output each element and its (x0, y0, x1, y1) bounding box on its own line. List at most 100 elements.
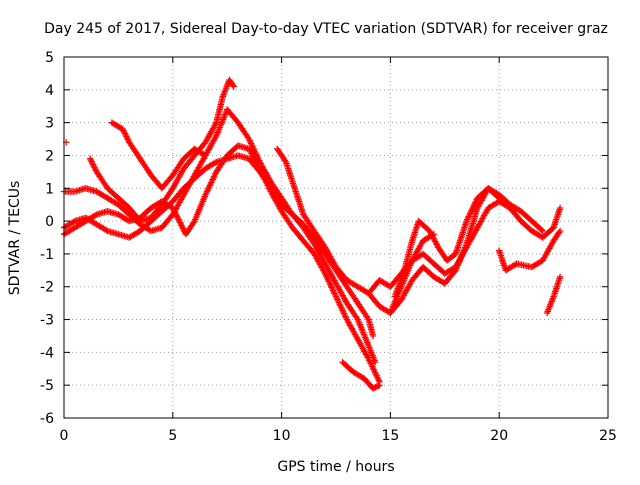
y-tick-label: 0 (45, 214, 54, 230)
data-point-marker (169, 204, 176, 212)
series-arc-5 (108, 119, 209, 192)
data-point-marker (468, 207, 475, 214)
data-point-marker (324, 276, 332, 283)
data-point-marker (257, 166, 264, 174)
data-point-marker (336, 301, 343, 308)
data-point-marker (247, 138, 254, 146)
data-point-marker (366, 358, 374, 366)
data-point-marker (87, 156, 95, 164)
data-point-marker (555, 229, 563, 236)
data-point-marker (250, 145, 257, 152)
data-point-marker (212, 134, 219, 141)
data-point-marker (258, 169, 266, 177)
data-point-marker (338, 305, 346, 313)
data-point-marker (206, 182, 213, 189)
data-points (60, 76, 564, 392)
data-point-marker (211, 171, 219, 179)
series-arc-11 (496, 227, 564, 274)
data-point-marker (200, 151, 208, 158)
data-point-marker (251, 148, 258, 155)
data-point-marker (265, 183, 272, 191)
data-point-marker (179, 225, 187, 232)
data-point-marker (365, 355, 372, 363)
data-point-marker (202, 152, 209, 159)
data-point-marker (556, 227, 564, 235)
data-point-marker (342, 313, 349, 320)
chart-title: Day 245 of 2017, Sidereal Day-to-day VTE… (44, 21, 608, 37)
data-point-marker (246, 137, 253, 144)
y-tick-label: -6 (40, 411, 54, 427)
y-tick-label: -3 (40, 313, 54, 329)
data-point-marker (91, 165, 99, 173)
data-point-marker (469, 204, 477, 211)
data-point-marker (327, 282, 335, 290)
data-point-marker (332, 293, 340, 300)
data-point-marker (335, 299, 343, 306)
data-point-marker (373, 372, 380, 379)
data-point-marker (369, 363, 376, 370)
data-point-marker (122, 131, 129, 139)
data-point-marker (204, 187, 211, 194)
data-point-marker (86, 155, 94, 162)
y-tick-label: 4 (45, 83, 54, 99)
data-point-marker (205, 185, 212, 192)
data-point-marker (375, 382, 382, 390)
data-point-marker (371, 367, 378, 375)
data-point-marker (322, 271, 330, 279)
data-point-marker (260, 173, 267, 180)
y-axis-label: SDTVAR / TECUs (7, 181, 23, 296)
data-point-marker (208, 177, 216, 185)
y-tick-label: -2 (40, 280, 54, 296)
data-point-marker (119, 126, 126, 133)
data-point-marker (368, 361, 375, 369)
data-point-marker (171, 209, 179, 216)
data-point-marker (333, 294, 340, 302)
data-point-marker (328, 284, 335, 291)
data-point-marker (247, 140, 255, 147)
data-point-marker (211, 159, 219, 167)
data-point-marker (329, 285, 336, 293)
data-point-marker (260, 174, 268, 181)
data-point-marker (330, 288, 338, 296)
data-point-marker (556, 204, 564, 212)
data-point-marker (340, 308, 347, 316)
data-point-marker (375, 377, 382, 384)
data-point-marker (374, 374, 381, 381)
data-point-marker (256, 165, 264, 172)
data-point-marker (364, 314, 371, 322)
data-point-marker (173, 212, 180, 219)
data-point-marker (202, 191, 209, 199)
y-tick-label: -4 (40, 345, 54, 361)
data-point-marker (334, 296, 341, 303)
data-point-marker (230, 83, 237, 90)
data-point-marker (263, 179, 270, 186)
data-point-marker (171, 207, 178, 215)
data-point-marker (337, 304, 345, 311)
data-point-marker (212, 120, 219, 128)
data-point-marker (366, 357, 373, 364)
data-point-marker (179, 223, 186, 231)
data-point-marker (89, 159, 96, 167)
data-point-marker (465, 213, 472, 220)
data-point-marker (262, 177, 269, 185)
data-point-marker (258, 168, 265, 175)
data-point-marker (340, 310, 348, 317)
data-point-marker (369, 364, 377, 372)
x-axis-label: GPS time / hours (277, 459, 394, 475)
data-point-marker (466, 211, 473, 219)
data-point-marker (326, 281, 334, 288)
data-point-marker (325, 278, 332, 285)
data-point-marker (371, 369, 379, 376)
data-point-marker (339, 307, 346, 314)
data-point-marker (323, 273, 330, 280)
data-point-marker (90, 162, 97, 170)
x-tick-label: 20 (490, 428, 508, 444)
data-point-marker (332, 291, 339, 299)
data-point-marker (121, 128, 128, 136)
plot-frame (63, 56, 609, 419)
data-point-marker (102, 226, 110, 234)
data-point-marker (88, 158, 95, 165)
x-tick-label: 25 (599, 428, 617, 444)
